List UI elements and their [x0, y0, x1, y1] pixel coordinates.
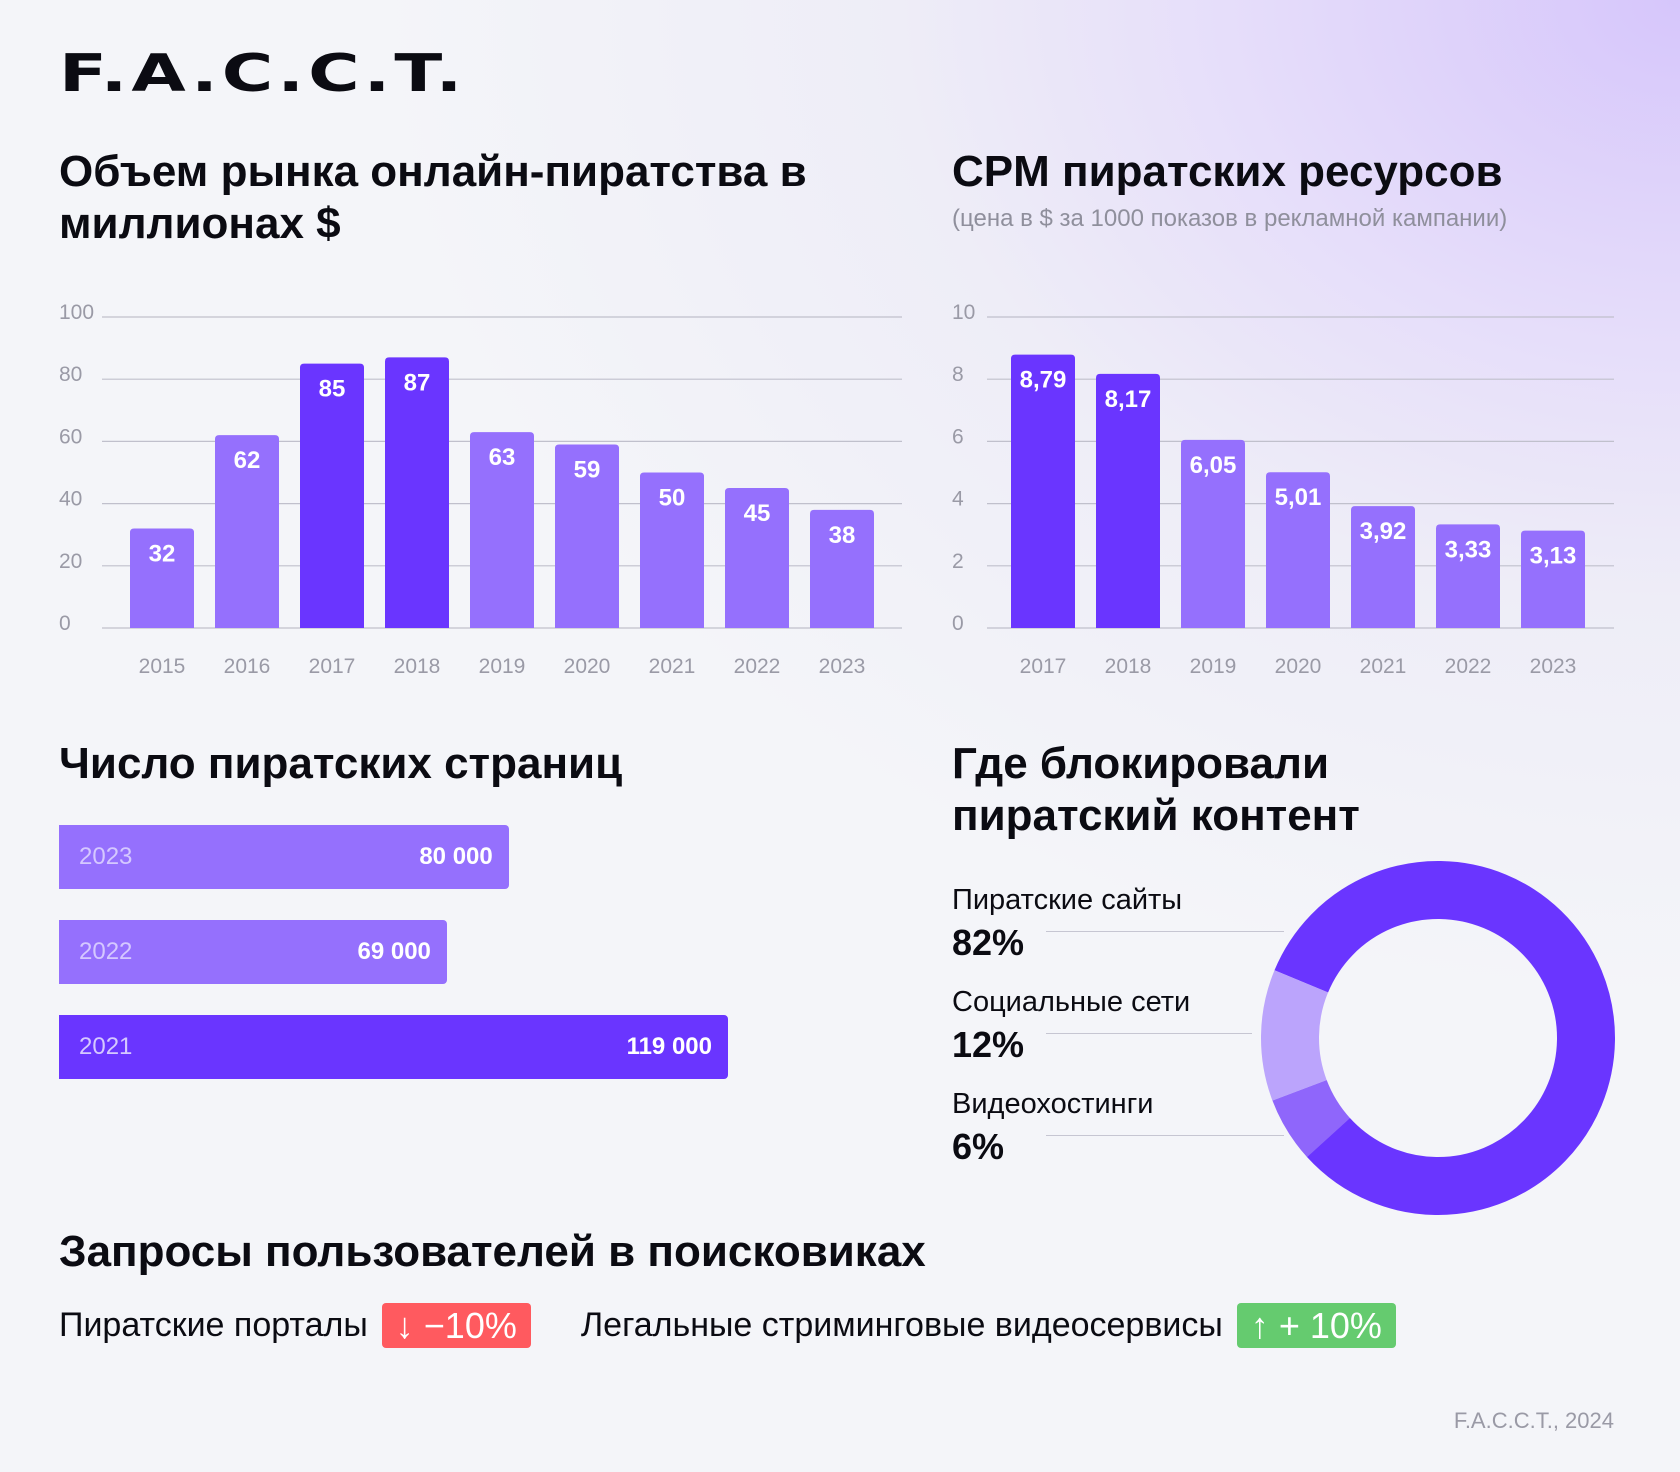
y-tick-label: 80	[59, 363, 82, 386]
bar	[215, 435, 279, 628]
bar-value-label: 45	[744, 500, 771, 527]
legend-label: Социальные сети	[952, 986, 1191, 1018]
bar-value-label: 80 000	[419, 843, 493, 870]
x-tick-label: 2022	[1445, 655, 1492, 678]
bar	[640, 472, 704, 628]
legend-leader-line	[1046, 1135, 1284, 1136]
cpm-chart-subtitle: (цена в $ за 1000 показов в рекламной ка…	[952, 205, 1508, 232]
x-tick-label: 2017	[1020, 655, 1067, 678]
y-tick-label: 8	[952, 363, 964, 386]
legal-change-badge: ↑ + 10%	[1236, 1303, 1396, 1348]
bar-value-label: 85	[319, 376, 346, 403]
bar-value-label: 3,33	[1445, 536, 1492, 563]
x-tick-label: 2017	[309, 655, 356, 678]
x-tick-label: 2015	[139, 655, 186, 678]
legal-streaming-label: Легальные стриминговые видеосервисы	[580, 1306, 1223, 1344]
bar	[555, 444, 619, 628]
bar	[470, 432, 534, 628]
x-tick-label: 2019	[479, 655, 526, 678]
pages-chart-title: Число пиратских страниц	[59, 739, 623, 788]
market-chart-title: Объем рынка онлайн-пиратства в миллионах…	[59, 147, 807, 248]
cpm-chart-title: CPM пиратских ресурсов	[952, 147, 1503, 196]
bar-value-label: 32	[149, 540, 176, 567]
bar-value-label: 3,92	[1360, 518, 1407, 545]
x-tick-label: 2021	[649, 655, 696, 678]
bar-value-label: 119 000	[626, 1033, 712, 1060]
bar-value-label: 87	[404, 369, 431, 396]
bar	[1011, 354, 1075, 628]
arrow-up-icon: ↑	[1250, 1304, 1269, 1346]
search-title: Запросы пользователей в поисковиках	[59, 1227, 926, 1276]
y-tick-label: 0	[952, 612, 964, 635]
legal-change-value: + 10%	[1278, 1304, 1382, 1346]
blocking-donut-chart	[1261, 861, 1615, 1215]
bar-value-label: 59	[574, 457, 601, 484]
y-tick-label: 100	[59, 301, 94, 324]
bar-value-label: 38	[829, 522, 856, 549]
bar-value-label: 63	[489, 444, 516, 471]
y-tick-label: 0	[59, 612, 71, 635]
legend-label: Пиратские сайты	[952, 884, 1183, 916]
pirate-change-badge: ↓ −10%	[381, 1303, 531, 1348]
facct-logo: F.A.C.C.T.	[59, 44, 467, 104]
x-tick-label: 2022	[734, 655, 781, 678]
bar	[130, 528, 194, 628]
bar	[385, 357, 449, 628]
y-tick-label: 20	[59, 550, 82, 573]
x-tick-label: 2018	[394, 655, 441, 678]
pirate-change-value: −10%	[423, 1304, 517, 1346]
bar	[810, 509, 874, 628]
bar-value-label: 6,05	[1190, 452, 1237, 479]
bar-value-label: 8,79	[1020, 367, 1067, 394]
legend-leader-line	[1046, 1033, 1252, 1034]
legend-label: Видеохостинги	[952, 1088, 1154, 1120]
x-tick-label: 2019	[1190, 655, 1237, 678]
arrow-down-icon: ↓	[395, 1304, 414, 1346]
bar-value-label: 69 000	[357, 938, 431, 965]
bar-value-label: 50	[659, 485, 686, 512]
legend-leader-line	[1046, 931, 1284, 932]
bar-value-label: 3,13	[1530, 543, 1577, 570]
page-count-bar: 2022 69 000	[59, 920, 447, 984]
bar-year-label: 2023	[79, 843, 133, 870]
bar	[300, 363, 364, 628]
y-tick-label: 10	[952, 301, 975, 324]
page-count-bar: 2023 80 000	[59, 825, 509, 889]
bar	[1436, 524, 1500, 628]
x-tick-label: 2021	[1360, 655, 1407, 678]
legend-percent: 12%	[952, 1024, 1025, 1065]
y-tick-label: 6	[952, 425, 964, 448]
footer-credit: F.A.C.C.T., 2024	[1453, 1408, 1614, 1433]
legend-percent: 82%	[952, 922, 1025, 963]
bar	[1096, 373, 1160, 628]
y-tick-label: 2	[952, 550, 964, 573]
market-bar-chart: 0 20 40 60 80 100 32 2015 62 2016 85 2017 87 2018 63 20…	[59, 301, 902, 678]
bar-year-label: 2022	[79, 938, 133, 965]
bar-value-label: 62	[234, 447, 261, 474]
donut-slice	[1261, 861, 1615, 1215]
bar	[1266, 472, 1330, 628]
x-tick-label: 2016	[224, 655, 271, 678]
y-tick-label: 40	[59, 488, 82, 511]
x-tick-label: 2020	[1275, 655, 1322, 678]
search-stats-row: Пиратские порталы ↓ −10% Легальные стрими…	[59, 1303, 1396, 1348]
bar-value-label: 5,01	[1275, 484, 1322, 511]
cpm-bar-chart: 0 2 4 6 8 10 8,79 2017 8,17 2018 6,05 2019 5,01 2020 3…	[952, 301, 1614, 678]
pirate-portals-label: Пиратские порталы	[59, 1306, 368, 1344]
bar	[1521, 530, 1585, 628]
bar	[1181, 439, 1245, 628]
bar	[725, 488, 789, 628]
legend-percent: 6%	[952, 1126, 1005, 1167]
page-count-bar: 2021 119 000	[59, 1015, 728, 1079]
y-tick-label: 4	[952, 488, 964, 511]
x-tick-label: 2023	[819, 655, 866, 678]
x-tick-label: 2023	[1530, 655, 1577, 678]
blocking-chart-title: Где блокировали пиратский контент	[952, 739, 1360, 840]
x-tick-label: 2020	[564, 655, 611, 678]
x-tick-label: 2018	[1105, 655, 1152, 678]
bar	[1351, 506, 1415, 628]
y-tick-label: 60	[59, 425, 82, 448]
bar-year-label: 2021	[79, 1033, 133, 1060]
bar-value-label: 8,17	[1105, 386, 1152, 413]
